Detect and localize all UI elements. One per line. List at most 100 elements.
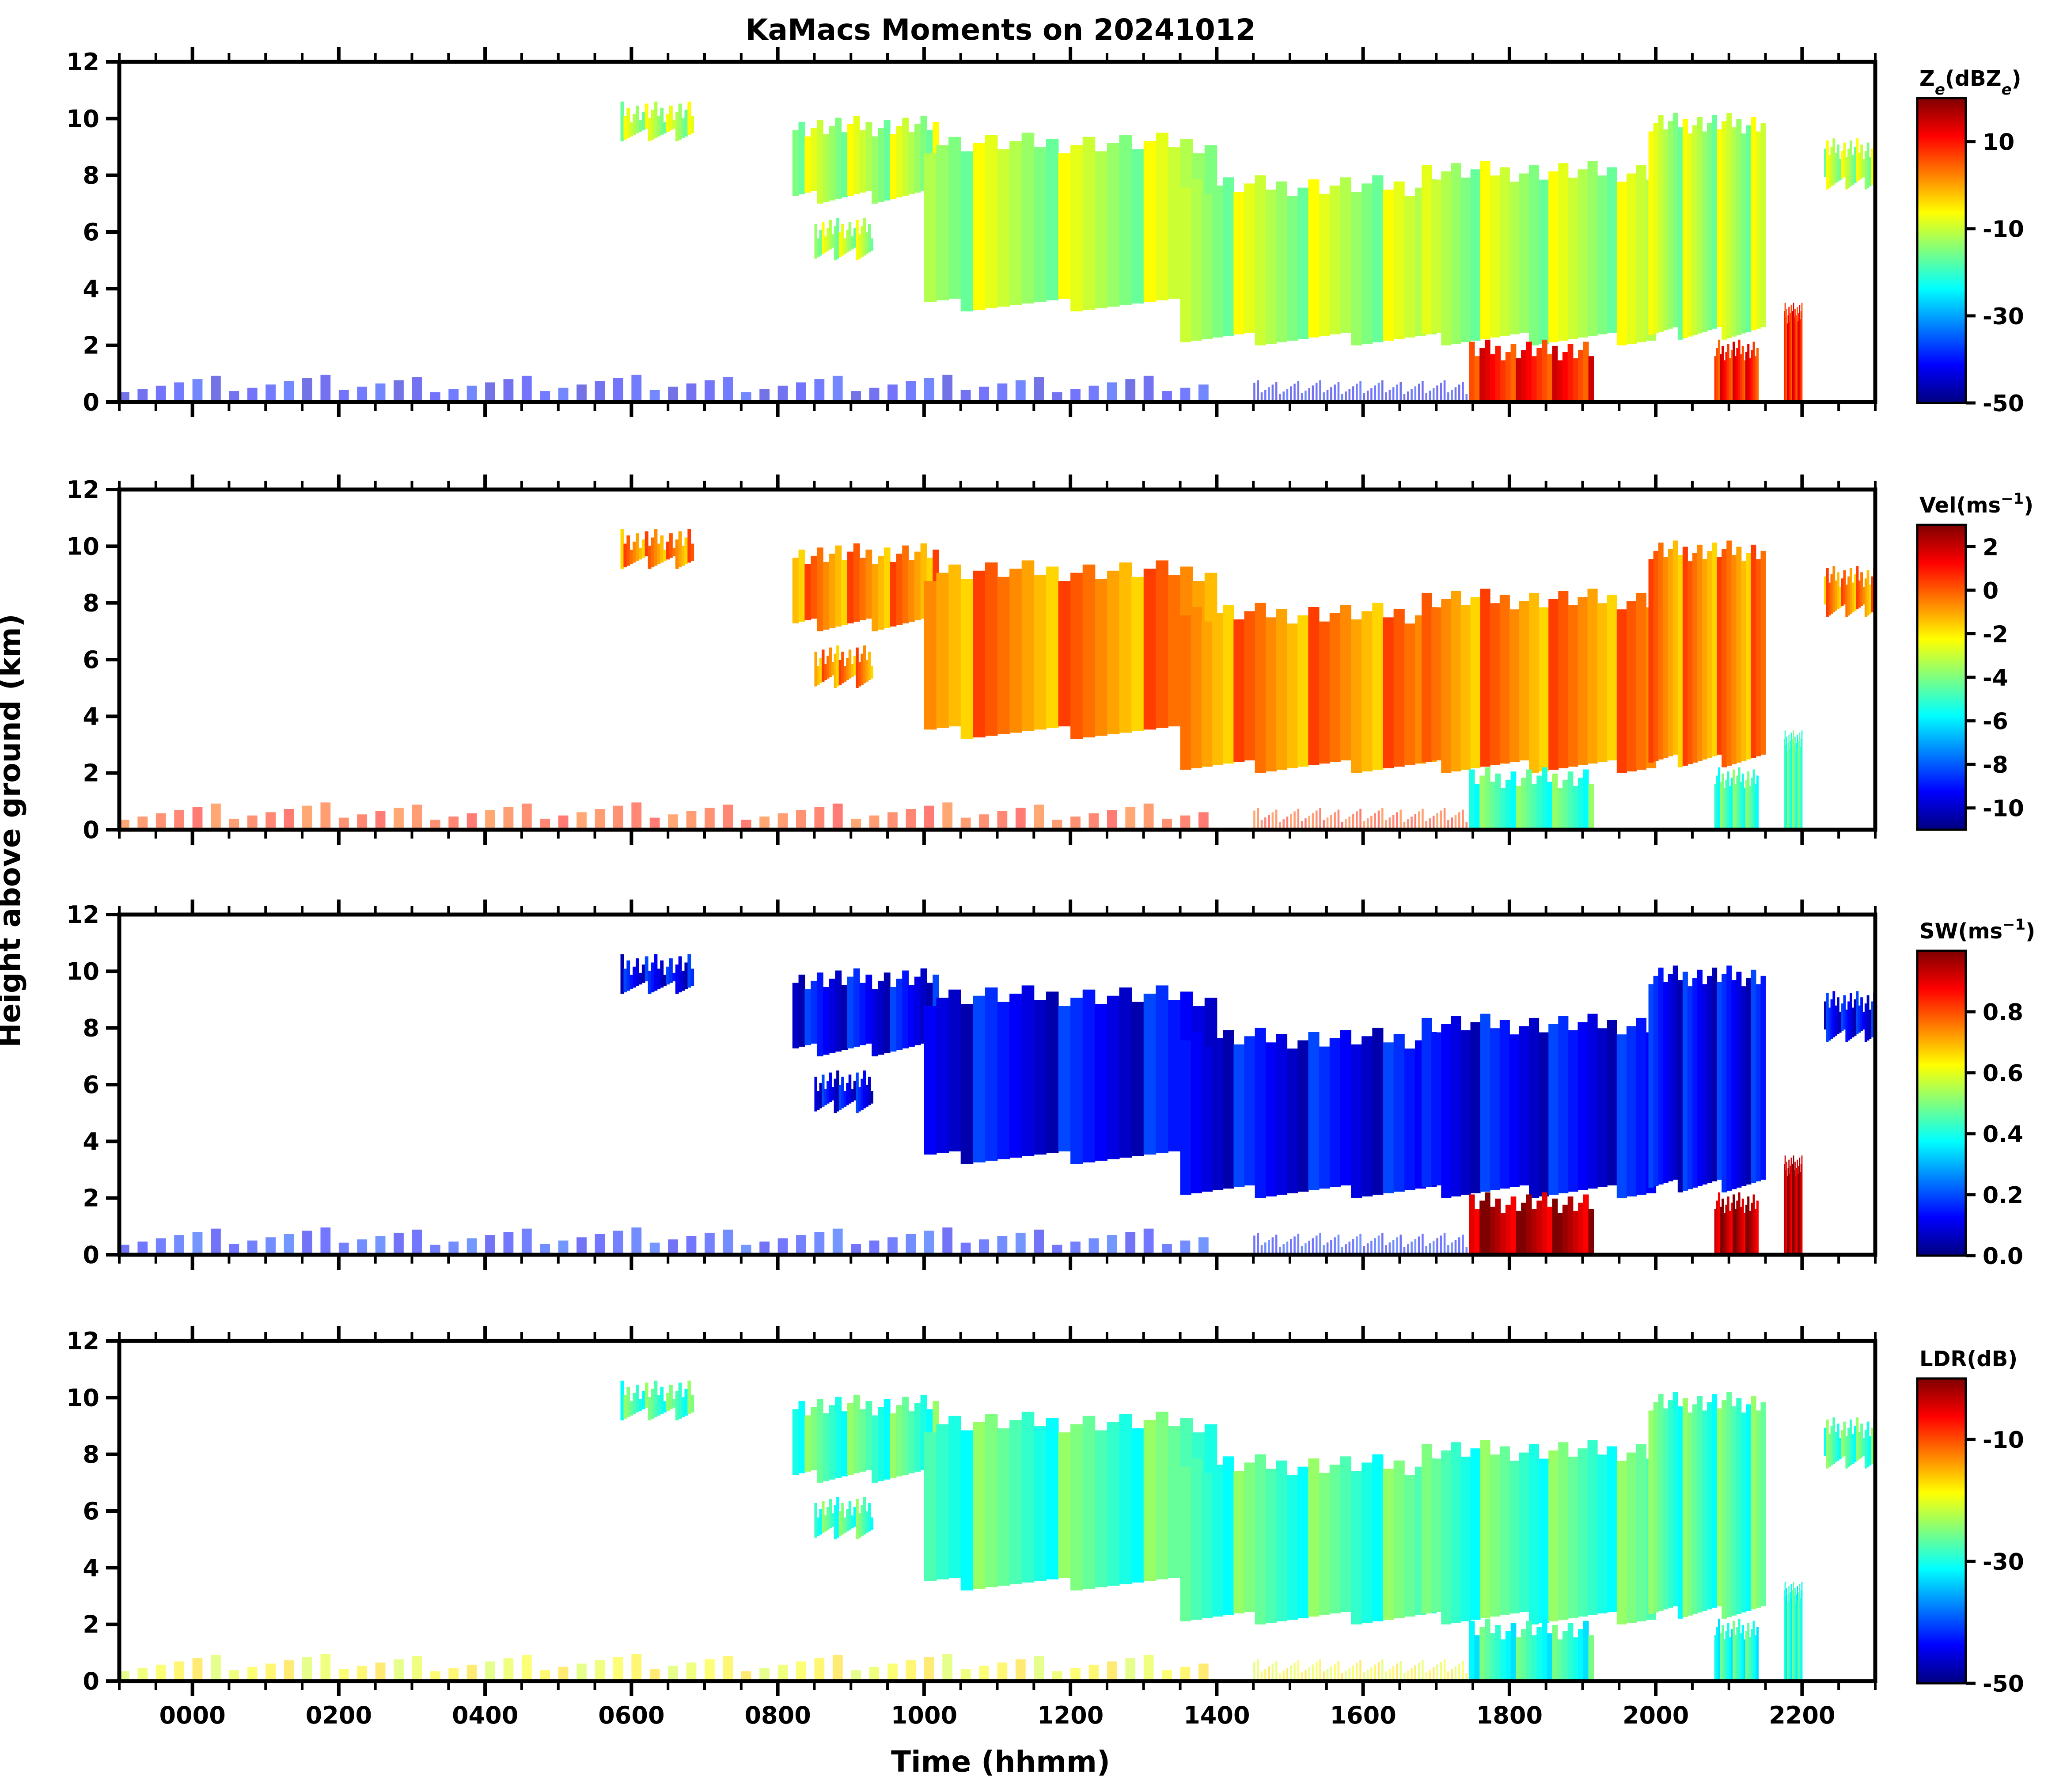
precip-cell bbox=[1547, 354, 1553, 402]
x-tick-label: 1800 bbox=[1476, 1701, 1543, 1729]
clutter-cell bbox=[1422, 1660, 1424, 1681]
heatmap-spectrum_width bbox=[119, 954, 1875, 1255]
precip-cell bbox=[1749, 1637, 1752, 1681]
cloud-cell bbox=[1717, 557, 1722, 755]
precip-cell bbox=[1573, 1211, 1579, 1255]
clutter-cell bbox=[1388, 390, 1391, 402]
cloud-cell bbox=[1841, 1003, 1844, 1031]
clutter-cell bbox=[777, 813, 788, 830]
cloud-cell bbox=[1070, 1424, 1083, 1591]
precip-cell bbox=[1505, 1204, 1511, 1255]
precip-cell bbox=[1787, 1168, 1789, 1255]
clutter-cell bbox=[1374, 813, 1377, 830]
precip-cell bbox=[1786, 737, 1787, 830]
clutter-cell bbox=[247, 1240, 258, 1255]
cloud-cell bbox=[936, 1424, 949, 1579]
clutter-cell bbox=[1366, 391, 1369, 402]
cloud-cell bbox=[1329, 613, 1341, 762]
cloud-cell bbox=[824, 664, 827, 680]
cloud-cell bbox=[798, 549, 805, 622]
cloud-cell bbox=[1850, 140, 1852, 186]
cloud-cell bbox=[1308, 607, 1320, 765]
cloud-cell bbox=[1672, 113, 1678, 327]
precip-cell bbox=[1531, 1209, 1537, 1255]
cloud-cell bbox=[1393, 609, 1405, 767]
clutter-cell bbox=[1198, 1237, 1209, 1255]
clutter-cell bbox=[1034, 805, 1044, 830]
cloud-cell bbox=[1847, 1001, 1851, 1041]
cloud-cell bbox=[1692, 553, 1698, 763]
precip-cell bbox=[1720, 1207, 1722, 1255]
clutter-cell bbox=[1275, 1234, 1278, 1255]
clutter-cell bbox=[1345, 1244, 1347, 1255]
clutter-cell bbox=[924, 1230, 934, 1255]
cloud-cell bbox=[1233, 192, 1245, 334]
clutter-cell bbox=[1275, 382, 1278, 402]
precip-cell bbox=[1588, 356, 1594, 402]
precip-cell bbox=[1785, 1596, 1787, 1681]
cloud-cell bbox=[1095, 151, 1107, 308]
cloud-cell bbox=[1850, 1419, 1852, 1465]
cloud-cell bbox=[1677, 127, 1683, 340]
cloud-cell bbox=[1297, 615, 1309, 767]
clutter-cell bbox=[119, 820, 129, 830]
colorbar-tick-label: 0.8 bbox=[1983, 999, 2023, 1026]
precip-cell bbox=[1783, 1590, 1785, 1681]
clutter-cell bbox=[1436, 1664, 1438, 1681]
precip-cell bbox=[1790, 733, 1792, 830]
cloud-cell bbox=[792, 130, 799, 196]
precip-cell bbox=[1500, 1639, 1506, 1681]
precip-cell bbox=[1791, 319, 1793, 402]
cloud-cell bbox=[1636, 592, 1647, 770]
cloud-cell bbox=[660, 960, 664, 988]
cloud-cell bbox=[1180, 187, 1191, 342]
clutter-cell bbox=[247, 815, 258, 830]
cloud-cell bbox=[1276, 1034, 1288, 1195]
cloud-cell bbox=[633, 541, 637, 563]
cloud-cell bbox=[1607, 1446, 1617, 1612]
cloud-cell bbox=[1034, 1426, 1047, 1581]
cloud-cell bbox=[1843, 1421, 1846, 1456]
cloud-cell bbox=[1021, 133, 1035, 304]
clutter-cell bbox=[832, 376, 843, 402]
cloud-cell bbox=[1107, 1422, 1120, 1586]
precip-cell bbox=[1798, 321, 1799, 402]
cloud-cell bbox=[836, 645, 839, 687]
cloud-cell bbox=[851, 236, 854, 250]
clutter-cell bbox=[1337, 809, 1340, 830]
cloud-cell bbox=[948, 137, 961, 299]
cloud-cell bbox=[1212, 186, 1224, 338]
clutter-cell bbox=[540, 819, 550, 830]
cloud-cell bbox=[1212, 1038, 1224, 1190]
precip-cell bbox=[1791, 1172, 1793, 1255]
cloud-cell bbox=[1864, 578, 1867, 617]
cloud-cell bbox=[973, 570, 986, 738]
cloud-cell bbox=[1760, 976, 1766, 1180]
precip-cell bbox=[1510, 344, 1517, 402]
cloud-cell bbox=[1548, 1450, 1559, 1621]
cloud-cell bbox=[824, 236, 827, 253]
cloud-cell bbox=[1672, 965, 1678, 1180]
clutter-cell bbox=[1260, 392, 1263, 402]
clutter-cell bbox=[1257, 808, 1259, 830]
cloud-cell bbox=[1499, 1020, 1510, 1189]
precip-cell bbox=[1785, 745, 1787, 830]
clutter-cell bbox=[1465, 1673, 1468, 1681]
cloud-cell bbox=[1131, 1428, 1144, 1583]
clutter-cell bbox=[1015, 380, 1026, 402]
clutter-cell bbox=[1399, 382, 1402, 402]
precip-cell bbox=[1743, 1213, 1746, 1255]
clutter-cell bbox=[1465, 822, 1468, 830]
clutter-cell bbox=[1443, 380, 1446, 402]
clutter-cell bbox=[448, 1668, 459, 1681]
cloud-cell bbox=[822, 1074, 825, 1107]
clutter-cell bbox=[1257, 380, 1259, 402]
cloud-cell bbox=[1845, 157, 1848, 190]
cloud-cell bbox=[997, 149, 1010, 307]
colorbar-tick-label: -10 bbox=[1983, 796, 2024, 822]
y-tick-label: 8 bbox=[83, 1441, 99, 1469]
cloud-cell bbox=[1587, 161, 1598, 336]
precip-cell bbox=[1786, 1162, 1787, 1255]
cloud-cell bbox=[841, 1411, 848, 1477]
clutter-cell bbox=[1462, 1661, 1464, 1681]
